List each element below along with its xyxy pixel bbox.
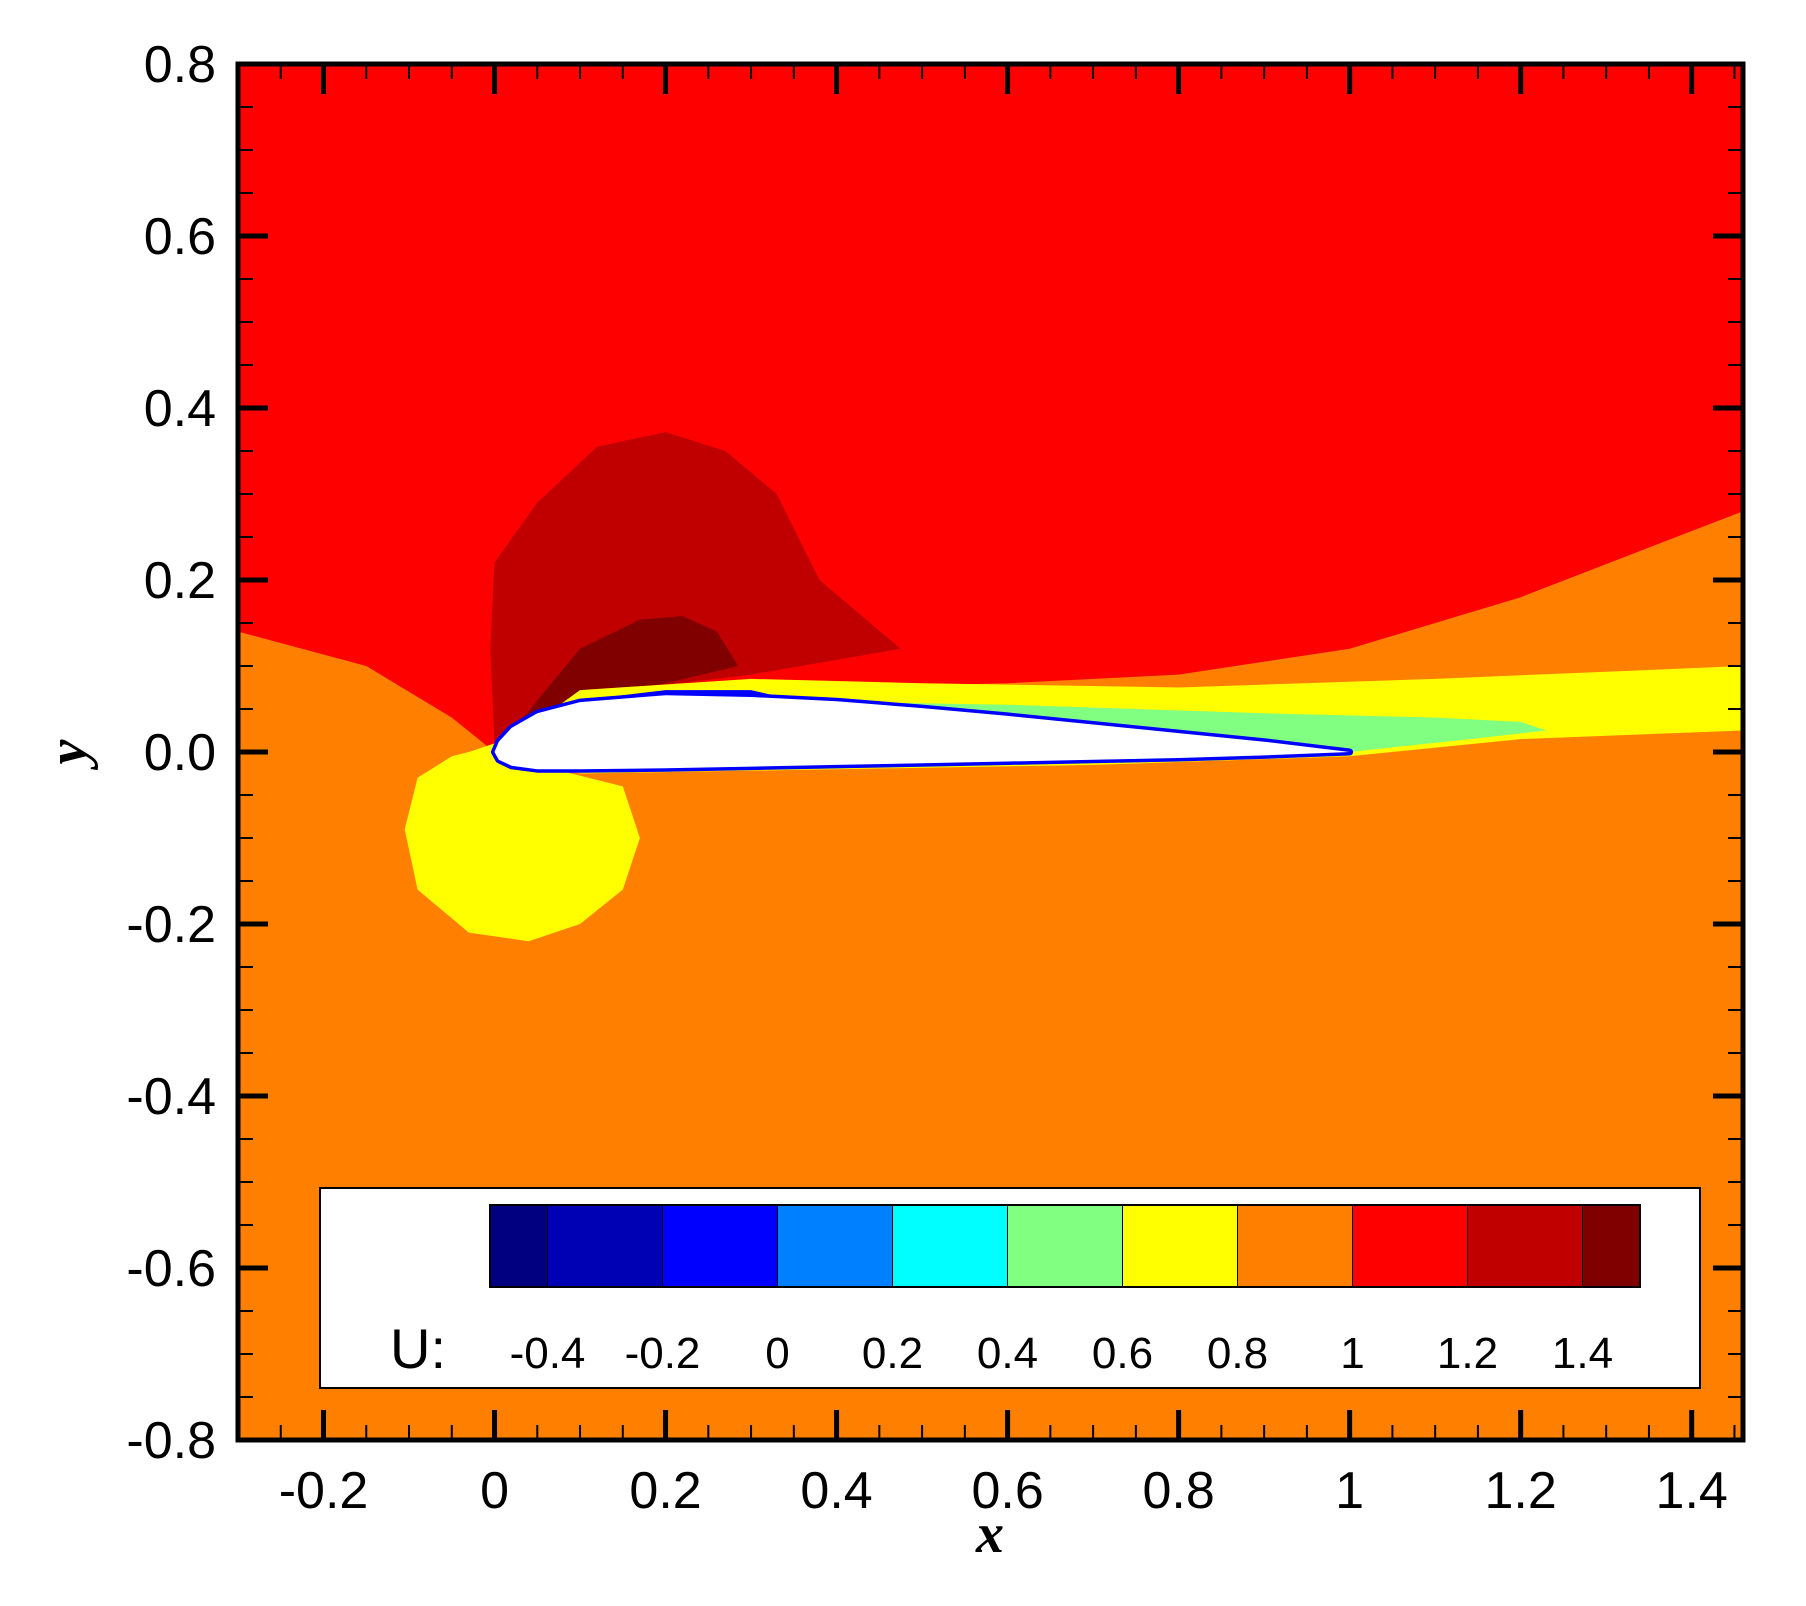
- colorbar-tick-label: 1.4: [1552, 1329, 1613, 1378]
- colorbar-cell: [662, 1204, 778, 1288]
- y-tick-label: 0.2: [144, 552, 216, 610]
- y-tick-label: -0.6: [126, 1240, 216, 1298]
- airfoil-layer: [491, 691, 1354, 773]
- x-tick-label: 1: [1335, 1462, 1364, 1520]
- colorbar-cell: [1237, 1204, 1353, 1288]
- y-tick-label: 0.6: [144, 208, 216, 266]
- x-tick-label: 0.2: [629, 1462, 701, 1520]
- colorbar-cell: [1007, 1204, 1123, 1288]
- colorbar-tick-label: 0: [765, 1329, 789, 1378]
- y-tick-label: -0.4: [126, 1068, 216, 1126]
- colorbar-tick-label: 1: [1340, 1329, 1364, 1378]
- colorbar-tick-label: 0.6: [1092, 1329, 1153, 1378]
- x-tick-label: 1.4: [1656, 1462, 1728, 1520]
- colorbar-cell: [547, 1204, 663, 1288]
- colorbar-cell: [1467, 1204, 1583, 1288]
- y-tick-label: 0.4: [144, 380, 216, 438]
- colorbar-outline: [489, 1204, 1641, 1288]
- colorbar-tick-label: -0.2: [625, 1329, 701, 1378]
- plot-area: [238, 64, 1743, 1440]
- x-tick-label: 1.2: [1485, 1462, 1557, 1520]
- colorbar-tick-label: 1.2: [1437, 1329, 1498, 1378]
- colorbar-labels: -0.4 -0.2 0 0.2 0.4 0.6 0.8 1 1.2 1.4: [510, 1329, 1614, 1378]
- colorbar-cell: [1582, 1204, 1641, 1288]
- x-tick-label: 0.8: [1142, 1462, 1214, 1520]
- colorbar-cell: [892, 1204, 1008, 1288]
- colorbar-cell: [777, 1204, 893, 1288]
- colorbar-cell: [489, 1204, 548, 1288]
- airfoil-body: [494, 695, 1350, 770]
- axis-tick-labels: -0.2 0 0.2 0.4 0.6 0.8 1 1.2 1.4 0.8 0.6 0.4 0.2 0.0 -…: [126, 36, 1727, 1520]
- colorbar-tick-label: -0.4: [510, 1329, 586, 1378]
- colorbar-cells: [489, 1204, 1641, 1288]
- y-axis-title: y: [37, 738, 99, 770]
- colorbar-tick-label: 0.8: [1207, 1329, 1268, 1378]
- y-tick-label: 0.0: [144, 724, 216, 782]
- colorbar-legend: U: -0.4 -0.2 0 0.2 0.4 0.6 0.8 1 1.2 1.4: [319, 1187, 1701, 1389]
- axis-ticks: [237, 61, 1743, 1443]
- y-tick-label: -0.8: [126, 1412, 216, 1470]
- colorbar-variable-label: U:: [390, 1317, 446, 1380]
- x-tick-label: 0.4: [800, 1462, 872, 1520]
- colorbar-cell: [1352, 1204, 1468, 1288]
- y-tick-label: -0.2: [126, 896, 216, 954]
- x-tick-label: -0.2: [279, 1462, 369, 1520]
- x-tick-label: 0.6: [971, 1462, 1043, 1520]
- contour-region-acceleration-core: [503, 616, 739, 744]
- y-tick-label: 0.8: [144, 36, 216, 94]
- colorbar-cell: [1122, 1204, 1238, 1288]
- x-tick-label: 0: [480, 1462, 509, 1520]
- colorbar-tick-label: 0.4: [977, 1329, 1038, 1378]
- x-axis-title: x: [975, 1503, 1004, 1565]
- contour-region-leading-edge-bubble: [404, 743, 640, 942]
- colorbar-tick-label: 0.2: [862, 1329, 923, 1378]
